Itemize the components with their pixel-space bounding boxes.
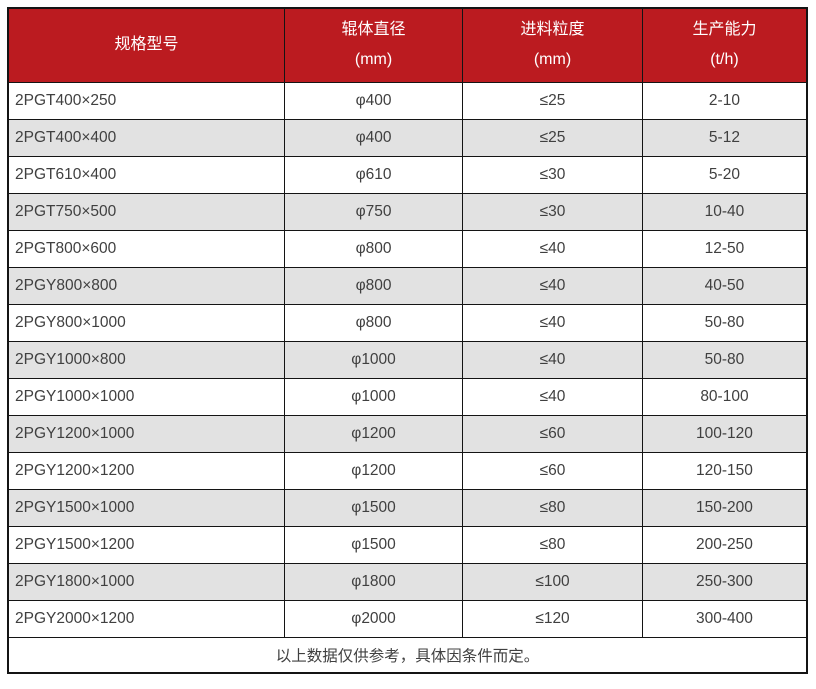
cell-model: 2PGY1000×800 xyxy=(7,340,285,379)
cell-model: 2PGT400×400 xyxy=(7,118,285,157)
cell-feed-size: ≤40 xyxy=(462,377,643,416)
table-row: 2PGY800×800 φ800 ≤40 40-50 xyxy=(7,266,808,305)
cell-model: 2PGY800×1000 xyxy=(7,303,285,342)
cell-model: 2PGT400×250 xyxy=(7,81,285,120)
cell-capacity: 120-150 xyxy=(641,451,808,490)
cell-capacity: 40-50 xyxy=(641,266,808,305)
table-row: 2PGY1800×1000 φ1800 ≤100 250-300 xyxy=(7,562,808,601)
table-row: 2PGY800×1000 φ800 ≤40 50-80 xyxy=(7,303,808,342)
header-unit-roller-diameter: (mm) xyxy=(354,51,393,69)
header-unit-capacity: (t/h) xyxy=(710,51,739,69)
table-header: 规格型号 辊体直径 (mm) 进料粒度 (mm) 生产能力 (t/h) xyxy=(7,7,808,83)
table-row: 2PGY1000×800 φ1000 ≤40 50-80 xyxy=(7,340,808,379)
cell-roller-diameter: φ400 xyxy=(283,118,464,157)
header-label-capacity: 生产能力 xyxy=(692,21,757,39)
header-cell-model: 规格型号 xyxy=(7,7,285,83)
cell-roller-diameter: φ1500 xyxy=(283,488,464,527)
header-unit-feed-size: (mm) xyxy=(533,51,572,69)
cell-capacity: 200-250 xyxy=(641,525,808,564)
header-label-feed-size: 进料粒度 xyxy=(520,21,585,39)
spec-table: 规格型号 辊体直径 (mm) 进料粒度 (mm) 生产能力 (t/h) 2PGT… xyxy=(7,7,808,674)
cell-model: 2PGY1800×1000 xyxy=(7,562,285,601)
cell-roller-diameter: φ1200 xyxy=(283,451,464,490)
header-cell-feed-size: 进料粒度 (mm) xyxy=(462,7,643,83)
cell-feed-size: ≤25 xyxy=(462,118,643,157)
cell-roller-diameter: φ610 xyxy=(283,155,464,194)
table-row: 2PGY1500×1000 φ1500 ≤80 150-200 xyxy=(7,488,808,527)
cell-model: 2PGY1000×1000 xyxy=(7,377,285,416)
header-label-model: 规格型号 xyxy=(114,36,179,54)
cell-roller-diameter: φ1200 xyxy=(283,414,464,453)
table-row: 2PGT750×500 φ750 ≤30 10-40 xyxy=(7,192,808,231)
cell-feed-size: ≤60 xyxy=(462,414,643,453)
cell-feed-size: ≤80 xyxy=(462,525,643,564)
table-body: 2PGT400×250 φ400 ≤25 2-10 2PGT400×400 φ400 ≤25… xyxy=(7,81,808,638)
footer-note: 以上数据仅供参考，具体因条件而定。 xyxy=(7,636,808,674)
cell-capacity: 100-120 xyxy=(641,414,808,453)
table-row: 2PGY1500×1200 φ1500 ≤80 200-250 xyxy=(7,525,808,564)
cell-model: 2PGY2000×1200 xyxy=(7,599,285,638)
cell-feed-size: ≤30 xyxy=(462,155,643,194)
cell-capacity: 10-40 xyxy=(641,192,808,231)
table-footer: 以上数据仅供参考，具体因条件而定。 xyxy=(7,636,808,674)
header-label-roller-diameter: 辊体直径 xyxy=(341,21,406,39)
cell-roller-diameter: φ1500 xyxy=(283,525,464,564)
header-cell-capacity: 生产能力 (t/h) xyxy=(641,7,808,83)
table-row: 2PGY1200×1200 φ1200 ≤60 120-150 xyxy=(7,451,808,490)
cell-model: 2PGY800×800 xyxy=(7,266,285,305)
cell-feed-size: ≤100 xyxy=(462,562,643,601)
cell-model: 2PGY1500×1000 xyxy=(7,488,285,527)
cell-model: 2PGT610×400 xyxy=(7,155,285,194)
cell-capacity: 5-20 xyxy=(641,155,808,194)
footer-row: 以上数据仅供参考，具体因条件而定。 xyxy=(7,636,808,674)
cell-feed-size: ≤30 xyxy=(462,192,643,231)
cell-capacity: 2-10 xyxy=(641,81,808,120)
cell-roller-diameter: φ2000 xyxy=(283,599,464,638)
cell-feed-size: ≤40 xyxy=(462,266,643,305)
cell-capacity: 150-200 xyxy=(641,488,808,527)
table-row: 2PGY1000×1000 φ1000 ≤40 80-100 xyxy=(7,377,808,416)
table-row: 2PGT800×600 φ800 ≤40 12-50 xyxy=(7,229,808,268)
cell-roller-diameter: φ1000 xyxy=(283,340,464,379)
cell-capacity: 50-80 xyxy=(641,303,808,342)
cell-capacity: 5-12 xyxy=(641,118,808,157)
cell-roller-diameter: φ400 xyxy=(283,81,464,120)
cell-roller-diameter: φ800 xyxy=(283,266,464,305)
cell-feed-size: ≤120 xyxy=(462,599,643,638)
cell-model: 2PGT750×500 xyxy=(7,192,285,231)
cell-roller-diameter: φ1800 xyxy=(283,562,464,601)
cell-capacity: 80-100 xyxy=(641,377,808,416)
cell-feed-size: ≤25 xyxy=(462,81,643,120)
cell-model: 2PGY1500×1200 xyxy=(7,525,285,564)
header-cell-roller-diameter: 辊体直径 (mm) xyxy=(283,7,464,83)
cell-capacity: 12-50 xyxy=(641,229,808,268)
header-row: 规格型号 辊体直径 (mm) 进料粒度 (mm) 生产能力 (t/h) xyxy=(7,7,808,83)
table-row: 2PGY1200×1000 φ1200 ≤60 100-120 xyxy=(7,414,808,453)
cell-capacity: 300-400 xyxy=(641,599,808,638)
table-row: 2PGT400×250 φ400 ≤25 2-10 xyxy=(7,81,808,120)
cell-feed-size: ≤40 xyxy=(462,303,643,342)
cell-roller-diameter: φ1000 xyxy=(283,377,464,416)
cell-feed-size: ≤40 xyxy=(462,340,643,379)
cell-capacity: 50-80 xyxy=(641,340,808,379)
cell-model: 2PGY1200×1000 xyxy=(7,414,285,453)
cell-model: 2PGT800×600 xyxy=(7,229,285,268)
cell-roller-diameter: φ800 xyxy=(283,229,464,268)
cell-feed-size: ≤80 xyxy=(462,488,643,527)
cell-capacity: 250-300 xyxy=(641,562,808,601)
cell-roller-diameter: φ750 xyxy=(283,192,464,231)
cell-feed-size: ≤40 xyxy=(462,229,643,268)
table-row: 2PGT400×400 φ400 ≤25 5-12 xyxy=(7,118,808,157)
table-row: 2PGY2000×1200 φ2000 ≤120 300-400 xyxy=(7,599,808,638)
cell-model: 2PGY1200×1200 xyxy=(7,451,285,490)
cell-feed-size: ≤60 xyxy=(462,451,643,490)
table-row: 2PGT610×400 φ610 ≤30 5-20 xyxy=(7,155,808,194)
cell-roller-diameter: φ800 xyxy=(283,303,464,342)
